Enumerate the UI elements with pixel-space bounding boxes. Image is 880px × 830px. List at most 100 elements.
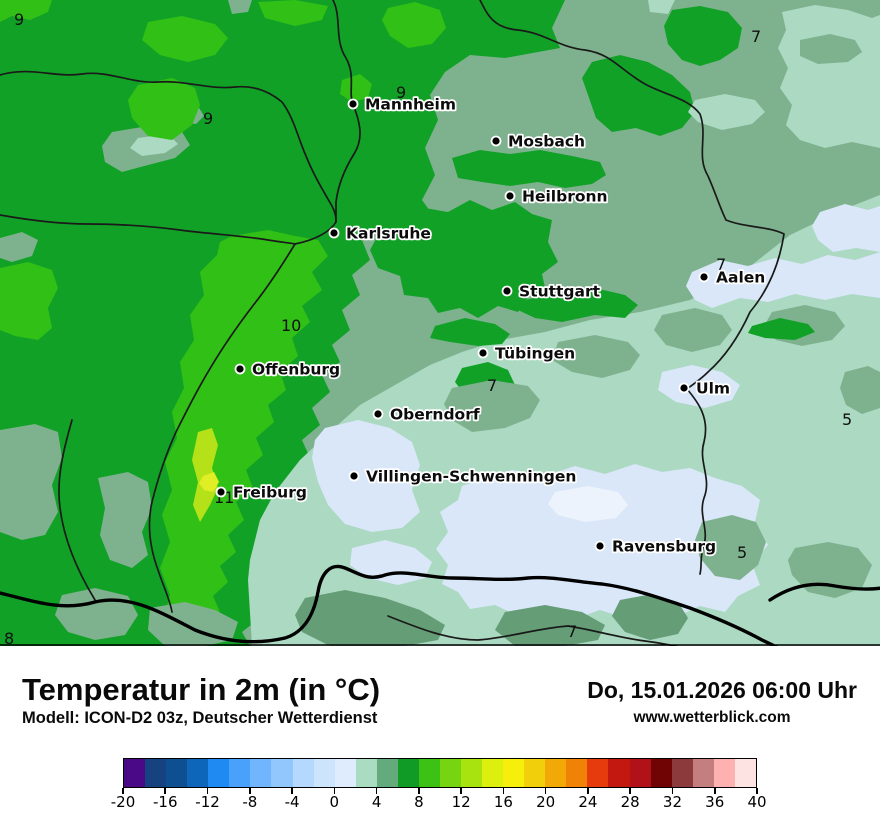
city-label: Freiburg [233, 484, 307, 502]
temp-region-blob [812, 204, 880, 252]
legend-tick [122, 788, 124, 794]
temp-region-blob [686, 252, 880, 308]
temp-value-label: 9 [396, 83, 406, 102]
temp-region-blob [128, 78, 200, 140]
legend-segment [292, 759, 314, 787]
legend-tick [629, 788, 631, 794]
temp-value-label: 7 [567, 622, 577, 641]
temp-region-blob [444, 380, 540, 432]
temp-region-blob [664, 6, 742, 66]
legend-tick-label: 36 [705, 793, 725, 811]
legend-segment [566, 759, 588, 787]
legend-tick-label: 32 [662, 793, 682, 811]
city-label: Ravensburg [612, 538, 716, 556]
legend-segment [166, 759, 188, 787]
border-line [0, 214, 296, 245]
legend-segment [608, 759, 630, 787]
legend-tick [587, 788, 589, 794]
temp-region-blob [548, 486, 628, 522]
national-border-line [768, 582, 880, 602]
temp-region-blob [142, 16, 228, 62]
border-line [0, 70, 337, 223]
legend-tick-label: 20 [536, 793, 556, 811]
city-label: Stuttgart [519, 283, 601, 301]
admin-borders [0, 0, 880, 651]
city-label: Tübingen [495, 345, 575, 363]
city-marker [328, 227, 340, 239]
city-marker [504, 190, 516, 202]
temp-region-blob [0, 0, 52, 22]
legend-segment [334, 759, 356, 787]
temp-region-blob [160, 230, 328, 646]
legend-tick-label: -4 [284, 793, 300, 811]
legend-tick-label: 28 [620, 793, 640, 811]
temp-region-blob [312, 420, 420, 532]
temp-value-label: 8 [4, 629, 14, 646]
city-marker [490, 135, 502, 147]
temp-value-label: 5 [737, 543, 747, 562]
temp-value-label: 7 [751, 27, 761, 46]
legend-tick [375, 788, 378, 794]
legend-segment [734, 759, 756, 787]
temp-region-blob [130, 134, 178, 156]
legend-segment [692, 759, 714, 787]
legend-tick [291, 788, 293, 794]
legend-segment [229, 759, 251, 787]
website-text: www.wetterblick.com [633, 709, 791, 726]
temp-region-blob [295, 590, 445, 646]
temp-region-blob [552, 335, 640, 378]
city-label: Karlsruhe [346, 225, 431, 243]
border-line [148, 243, 296, 613]
legend-segment [482, 759, 504, 787]
legend-segment [271, 759, 293, 787]
legend-tick [206, 788, 209, 794]
temp-region-blob [658, 365, 740, 408]
legend-segment [503, 759, 525, 787]
temp-region-blob [228, 0, 252, 14]
city-marker [698, 271, 710, 283]
forecast-datetime: Do, 15.01.2026 06:00 Uhr [587, 677, 857, 703]
city-marker [678, 382, 690, 394]
legend-segment [124, 759, 146, 787]
legend-tick [713, 788, 716, 794]
legend-segment [650, 759, 672, 787]
temp-value-label: 10 [281, 316, 301, 335]
temp-value-label: 5 [842, 410, 852, 429]
legend-segment [187, 759, 209, 787]
legend-tick [502, 788, 505, 794]
temp-value-label: 7 [716, 255, 726, 274]
legend-segment [313, 759, 335, 787]
temp-region-blob [495, 605, 605, 646]
border-line [387, 615, 683, 649]
weather-map: 9 9 9 7 7 10 7 5 11 5 8 7 Mannheim Mosbach Heilbronn K… [0, 0, 880, 651]
temperature-colorbar [123, 758, 757, 788]
temp-value-label: 7 [487, 376, 497, 395]
legend-segment [461, 759, 483, 787]
city-marker [215, 486, 227, 498]
legend-tick-label: 16 [493, 793, 513, 811]
legend-tick [418, 788, 420, 794]
legend-tick-label: 12 [451, 793, 471, 811]
temp-region-blob [654, 308, 732, 352]
legend-tick-label: 4 [371, 793, 382, 811]
border-line [294, 0, 361, 245]
temp-region-blob [258, 0, 328, 26]
temp-region-blob [840, 366, 880, 414]
legend-segment [545, 759, 567, 787]
border-line [479, 0, 785, 390]
city-label: Mannheim [365, 96, 456, 114]
city-label: Aalen [716, 269, 765, 287]
legend-segment [524, 759, 546, 787]
legend-tick [333, 788, 336, 794]
temp-region-blob [778, 5, 880, 148]
temp-region-blob [695, 515, 766, 580]
temperature-regions [0, 0, 880, 646]
legend-tick [249, 788, 251, 794]
legend-tick [164, 788, 167, 794]
legend-tick-label: -8 [242, 793, 258, 811]
legend-tick-label: -16 [153, 793, 178, 811]
city-label: Villingen-Schwenningen [366, 468, 576, 486]
legend-tick-label: 8 [414, 793, 424, 811]
